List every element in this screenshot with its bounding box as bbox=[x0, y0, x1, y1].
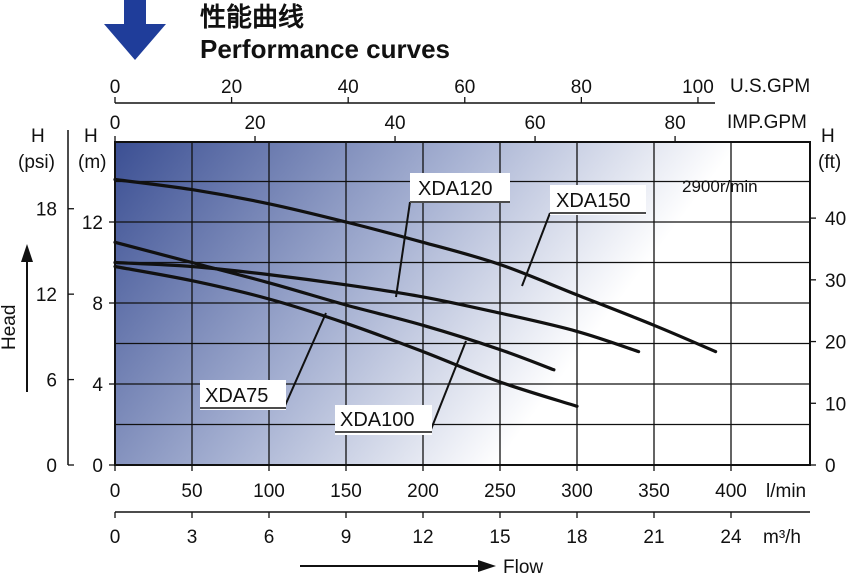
label-XDA120: XDA120 bbox=[395, 173, 510, 298]
lmin-axis: 0 50 100 150 200 250 300 350 400 l/min bbox=[110, 465, 806, 502]
head-label: Head bbox=[0, 305, 20, 350]
m-tick-label: 12 bbox=[82, 213, 103, 234]
impgpm-unit: IMP.GPM bbox=[727, 112, 807, 133]
m-axis-unit: (m) bbox=[78, 152, 106, 173]
label-text-XDA150: XDA150 bbox=[556, 190, 631, 212]
ft-axis-label: H bbox=[821, 126, 835, 147]
label-text-XDA120: XDA120 bbox=[418, 178, 493, 200]
label-text-XDA100: XDA100 bbox=[340, 409, 415, 431]
down-arrow-icon bbox=[104, 0, 166, 60]
m3h-unit: m³/h bbox=[763, 527, 801, 548]
lmin-tick-label: 400 bbox=[715, 481, 747, 502]
usgpm-tick-label: 80 bbox=[571, 77, 592, 98]
lmin-tick-label: 300 bbox=[561, 481, 593, 502]
psi-axis-unit: (psi) bbox=[18, 152, 55, 173]
m-axis-label: H bbox=[84, 126, 98, 147]
lmin-unit: l/min bbox=[766, 481, 806, 502]
impgpm-tick-label: 40 bbox=[384, 113, 405, 134]
usgpm-unit: U.S.GPM bbox=[730, 76, 810, 97]
m3h-tick-label: 21 bbox=[643, 527, 664, 548]
m-tick-label: 8 bbox=[92, 294, 103, 315]
ft-tick-label: 0 bbox=[825, 456, 836, 477]
psi-axis-label: H bbox=[31, 126, 45, 147]
label-text-XDA75: XDA75 bbox=[205, 385, 268, 407]
lmin-tick-label: 200 bbox=[407, 481, 439, 502]
flow-arrow-icon bbox=[478, 560, 496, 572]
impgpm-axis: 0 20 40 60 80 IMP.GPM bbox=[110, 112, 807, 142]
m3h-tick-label: 3 bbox=[187, 527, 198, 548]
title-en: Performance curves bbox=[200, 34, 450, 64]
impgpm-tick-label: 20 bbox=[244, 113, 265, 134]
head-arrow-icon bbox=[21, 244, 33, 262]
psi-axis: H (psi) 0 6 12 18 bbox=[18, 126, 74, 477]
label-XDA75: XDA75 bbox=[200, 312, 327, 410]
ft-tick-label: 30 bbox=[825, 271, 846, 292]
label-XDA150: XDA150 bbox=[521, 185, 646, 287]
curves bbox=[113, 177, 718, 408]
impgpm-tick-label: 80 bbox=[665, 113, 686, 134]
ft-axis-unit: (ft) bbox=[818, 152, 841, 173]
curve-XDA75 bbox=[113, 264, 579, 408]
flow-label: Flow bbox=[503, 557, 543, 574]
ft-axis: H (ft) 0 10 20 30 40 bbox=[810, 126, 846, 477]
lmin-tick-label: 250 bbox=[484, 481, 516, 502]
m3h-tick-label: 6 bbox=[264, 527, 275, 548]
m3h-tick-label: 18 bbox=[566, 527, 587, 548]
usgpm-tick-label: 100 bbox=[682, 77, 714, 98]
m-axis: H (m) 0 4 8 12 bbox=[78, 126, 115, 477]
lmin-tick-label: 50 bbox=[181, 481, 202, 502]
lmin-tick-label: 350 bbox=[638, 481, 670, 502]
psi-tick-label: 0 bbox=[46, 456, 57, 477]
ft-tick-label: 10 bbox=[825, 394, 846, 415]
usgpm-tick-label: 40 bbox=[338, 77, 359, 98]
title-cn: 性能曲线 bbox=[200, 2, 304, 33]
label-XDA100: XDA100 bbox=[335, 340, 467, 435]
curve-XDA150 bbox=[113, 177, 718, 354]
impgpm-tick-label: 0 bbox=[110, 113, 121, 134]
curve-XDA100 bbox=[113, 240, 556, 372]
speed-note: 2900r/min bbox=[682, 177, 758, 196]
usgpm-tick-label: 60 bbox=[454, 77, 475, 98]
impgpm-tick-label: 60 bbox=[524, 113, 545, 134]
m-tick-label: 0 bbox=[92, 456, 103, 477]
ft-tick-label: 20 bbox=[825, 333, 846, 354]
lmin-tick-label: 150 bbox=[330, 481, 362, 502]
psi-tick-label: 18 bbox=[36, 200, 57, 221]
usgpm-tick-label: 0 bbox=[110, 77, 121, 98]
curve-XDA120 bbox=[113, 260, 641, 354]
ft-tick-label: 40 bbox=[825, 209, 846, 230]
psi-tick-label: 12 bbox=[36, 285, 57, 306]
lmin-tick-label: 100 bbox=[253, 481, 285, 502]
m3h-tick-label: 0 bbox=[110, 527, 121, 548]
m-tick-label: 4 bbox=[92, 375, 103, 396]
lmin-tick-label: 0 bbox=[110, 481, 121, 502]
m3h-tick-label: 24 bbox=[720, 527, 742, 548]
m3h-axis: 0 3 6 9 12 15 18 21 24 m³/h bbox=[110, 511, 810, 548]
m3h-tick-label: 12 bbox=[412, 527, 433, 548]
psi-tick-label: 6 bbox=[46, 371, 57, 392]
m3h-tick-label: 9 bbox=[341, 527, 352, 548]
m3h-tick-label: 15 bbox=[489, 527, 510, 548]
usgpm-tick-label: 20 bbox=[221, 77, 242, 98]
usgpm-axis: 0 20 40 60 80 100 U.S.GPM bbox=[110, 76, 810, 104]
